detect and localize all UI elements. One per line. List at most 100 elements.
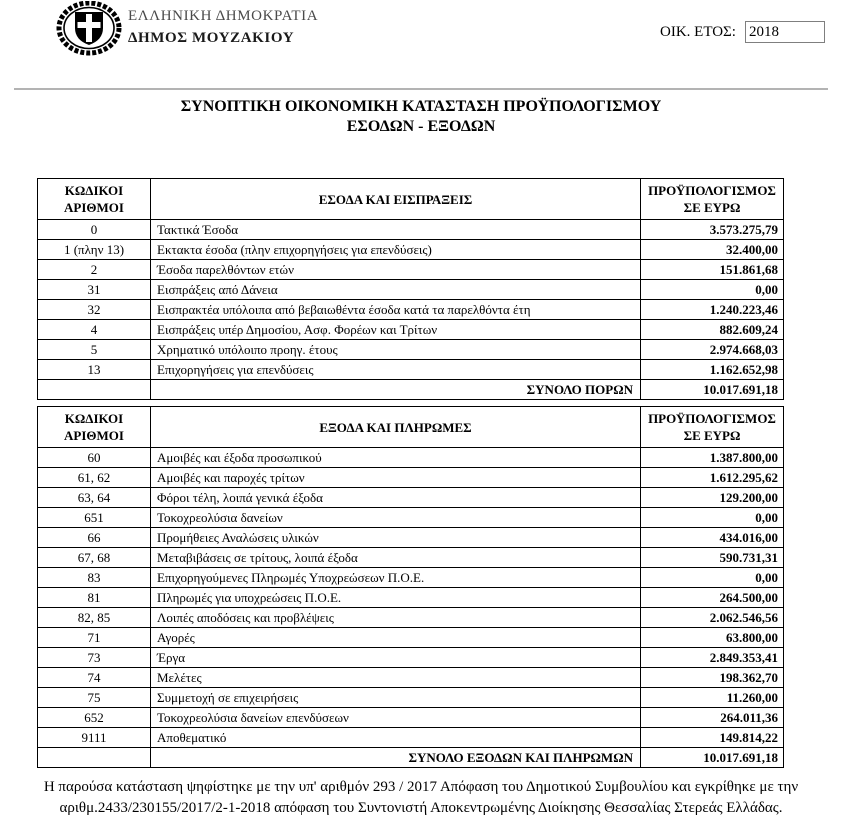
expense-total-amount: 10.017.691,18	[640, 747, 784, 768]
row-description-cell: Αγορές	[150, 627, 641, 648]
table-row: 0 Τακτικά Έσοδα 3.573.275,79	[37, 219, 784, 240]
row-code-cell: 71	[37, 627, 151, 648]
table-row: 2 Έσοδα παρελθόντων ετών 151.861,68	[37, 259, 784, 280]
row-description-cell: Επιχορηγούμενες Πληρωμές Υποχρεώσεων Π.Ο…	[150, 567, 641, 588]
row-amount-cell: 0,00	[640, 507, 784, 528]
row-code-cell: 82, 85	[37, 607, 151, 628]
row-description-cell: Τοκοχρεολύσια δανείων επενδύσεων	[150, 707, 641, 728]
row-code-cell: 67, 68	[37, 547, 151, 568]
row-amount-cell: 32.400,00	[640, 239, 784, 260]
expense-col-code: ΚΩΔΙΚΟΙ ΑΡΙΘΜΟΙ	[37, 406, 151, 448]
table-row: 1 (πλην 13) Εκτακτα έσοδα (πλην επιχορηγή…	[37, 239, 784, 260]
income-total-empty-cell	[37, 379, 151, 400]
table-row: 71 Αγορές 63.800,00	[37, 627, 784, 648]
row-code-cell: 13	[37, 359, 151, 380]
row-description-cell: Έσοδα παρελθόντων ετών	[150, 259, 641, 280]
expense-total-row: ΣΥΝΟΛΟ ΕΞΟΔΩΝ ΚΑΙ ΠΛΗΡΩΜΩΝ 10.017.691,18	[37, 747, 784, 768]
table-row: 83 Επιχορηγούμενες Πληρωμές Υποχρεώσεων Π…	[37, 567, 784, 588]
table-row: 652 Τοκοχρεολύσια δανείων επενδύσεων 264.0…	[37, 707, 784, 728]
row-amount-cell: 1.612.295,62	[640, 467, 784, 488]
row-code-cell: 83	[37, 567, 151, 588]
fiscal-year-group: ΟΙΚ. ΕΤΟΣ:	[660, 21, 825, 43]
row-code-cell: 66	[37, 527, 151, 548]
row-amount-cell: 590.731,31	[640, 547, 784, 568]
row-description-cell: Αμοιβές και παροχές τρίτων	[150, 467, 641, 488]
expense-col-desc: ΕΞΟΔΑ ΚΑΙ ΠΛΗΡΩΜΕΣ	[150, 406, 641, 448]
table-row: 82, 85 Λοιπές αποδόσεις και προβλέψεις 2.0…	[37, 607, 784, 628]
row-code-cell: 9111	[37, 727, 151, 748]
row-amount-cell: 151.861,68	[640, 259, 784, 280]
table-row: 75 Συμμετοχή σε επιχειρήσεις 11.260,00	[37, 687, 784, 708]
row-code-cell: 32	[37, 299, 151, 320]
page-title: ΣΥΝΟΠΤΙΚΗ ΟΙΚΟΝΟΜΙΚΗ ΚΑΤΑΣΤΑΣΗ ΠΡΟΫΠΟΛΟΓ…	[0, 97, 842, 137]
row-amount-cell: 882.609,24	[640, 319, 784, 340]
expense-total-empty-cell	[37, 747, 151, 768]
row-amount-cell: 3.573.275,79	[640, 219, 784, 240]
row-description-cell: Επιχορηγήσεις για επενδύσεις	[150, 359, 641, 380]
approval-footnote: Η παρούσα κατάσταση ψηφίστηκε με την υπ'…	[43, 779, 799, 816]
table-row: 5 Χρηματικό υπόλοιπο προηγ. έτους 2.974.66…	[37, 339, 784, 360]
government-header: ΕΛΛΗΝΙΚΗ ΔΗΜΟΚΡΑΤΙΑ ΔΗΜΟΣ ΜΟΥΖΑΚΙΟΥ	[128, 8, 318, 47]
table-row: 31 Εισπράξεις από Δάνεια 0,00	[37, 279, 784, 300]
income-col-code: ΚΩΔΙΚΟΙ ΑΡΙΘΜΟΙ	[37, 178, 151, 220]
page-title-line2: ΕΣΟΔΩΝ - ΕΞΟΔΩΝ	[346, 118, 496, 135]
row-description-cell: Λοιπές αποδόσεις και προβλέψεις	[150, 607, 641, 628]
row-code-cell: 81	[37, 587, 151, 608]
row-description-cell: Πληρωμές για υποχρεώσεις Π.Ο.Ε.	[150, 587, 641, 608]
row-amount-cell: 1.387.800,00	[640, 447, 784, 468]
row-description-cell: Μελέτες	[150, 667, 641, 688]
row-amount-cell: 198.362,70	[640, 667, 784, 688]
row-code-cell: 74	[37, 667, 151, 688]
row-amount-cell: 1.162.652,98	[640, 359, 784, 380]
republic-name: ΕΛΛΗΝΙΚΗ ΔΗΜΟΚΡΑΤΙΑ	[128, 8, 319, 24]
table-row: 67, 68 Μεταβιβάσεις σε τρίτους, λοιπά έξο…	[37, 547, 784, 568]
row-amount-cell: 129.200,00	[640, 487, 784, 508]
fiscal-year-label: ΟΙΚ. ΕΤΟΣ:	[660, 23, 736, 40]
table-row: 9111 Αποθεματικό 149.814,22	[37, 727, 784, 748]
row-code-cell: 75	[37, 687, 151, 708]
table-row: 60 Αμοιβές και έξοδα προσωπικού 1.387.800,…	[37, 447, 784, 468]
row-description-cell: Αποθεματικό	[150, 727, 641, 748]
row-description-cell: Μεταβιβάσεις σε τρίτους, λοιπά έξοδα	[150, 547, 641, 568]
row-description-cell: Έργα	[150, 647, 641, 668]
row-description-cell: Φόροι τέλη, λοιπά γενικά έξοδα	[150, 487, 641, 508]
row-description-cell: Τακτικά Έσοδα	[150, 219, 641, 240]
row-description-cell: Συμμετοχή σε επιχειρήσεις	[150, 687, 641, 708]
row-code-cell: 60	[37, 447, 151, 468]
row-code-cell: 652	[37, 707, 151, 728]
row-amount-cell: 2.849.353,41	[640, 647, 784, 668]
greek-coat-of-arms-icon	[56, 1, 122, 56]
fiscal-year-input[interactable]	[744, 21, 825, 43]
table-row: 63, 64 Φόροι τέλη, λοιπά γενικά έξοδα 129.…	[37, 487, 784, 508]
row-code-cell: 4	[37, 319, 151, 340]
municipality-name: ΔΗΜΟΣ ΜΟΥΖΑΚΙΟΥ	[128, 30, 295, 46]
row-description-cell: Αμοιβές και έξοδα προσωπικού	[150, 447, 641, 468]
row-description-cell: Εισπράξεις από Δάνεια	[150, 279, 641, 300]
income-total-label: ΣΥΝΟΛΟ ΠΟΡΩΝ	[150, 379, 641, 400]
row-code-cell: 5	[37, 339, 151, 360]
income-table: ΚΩΔΙΚΟΙ ΑΡΙΘΜΟΙ ΕΣΟΔΑ ΚΑΙ ΕΙΣΠΡΑΞΕΙΣ ΠΡΟ…	[37, 178, 784, 400]
row-amount-cell: 149.814,22	[640, 727, 784, 748]
row-amount-cell: 63.800,00	[640, 627, 784, 648]
row-code-cell: 31	[37, 279, 151, 300]
income-table-header-row: ΚΩΔΙΚΟΙ ΑΡΙΘΜΟΙ ΕΣΟΔΑ ΚΑΙ ΕΙΣΠΡΑΞΕΙΣ ΠΡΟ…	[37, 178, 784, 220]
income-total-amount: 10.017.691,18	[640, 379, 784, 400]
income-col-amount: ΠΡΟΫΠΟΛΟΓΙΣΜΟΣ ΣΕ ΕΥΡΩ	[640, 178, 784, 220]
header-divider	[14, 88, 828, 90]
row-description-cell: Εισπρακτέα υπόλοιπα από βεβαιωθέντα έσοδ…	[150, 299, 641, 320]
row-code-cell: 2	[37, 259, 151, 280]
row-description-cell: Προμήθειες Αναλώσεις υλικών	[150, 527, 641, 548]
row-code-cell: 73	[37, 647, 151, 668]
row-description-cell: Εκτακτα έσοδα (πλην επιχορηγήσεις για επ…	[150, 239, 641, 260]
row-amount-cell: 264.011,36	[640, 707, 784, 728]
income-col-desc: ΕΣΟΔΑ ΚΑΙ ΕΙΣΠΡΑΞΕΙΣ	[150, 178, 641, 220]
row-code-cell: 1 (πλην 13)	[37, 239, 151, 260]
row-amount-cell: 434.016,00	[640, 527, 784, 548]
row-code-cell: 0	[37, 219, 151, 240]
row-code-cell: 61, 62	[37, 467, 151, 488]
expense-table: ΚΩΔΙΚΟΙ ΑΡΙΘΜΟΙ ΕΞΟΔΑ ΚΑΙ ΠΛΗΡΩΜΕΣ ΠΡΟΫΠ…	[37, 406, 784, 768]
expense-col-amount: ΠΡΟΫΠΟΛΟΓΙΣΜΟΣ ΣΕ ΕΥΡΩ	[640, 406, 784, 448]
table-row: 13 Επιχορηγήσεις για επενδύσεις 1.162.652,…	[37, 359, 784, 380]
table-row: 4 Εισπράξεις υπέρ Δημοσίου, Ασφ. Φορέων κ…	[37, 319, 784, 340]
page-header: ΕΛΛΗΝΙΚΗ ΔΗΜΟΚΡΑΤΙΑ ΔΗΜΟΣ ΜΟΥΖΑΚΙΟΥ ΟΙΚ.…	[0, 0, 842, 88]
